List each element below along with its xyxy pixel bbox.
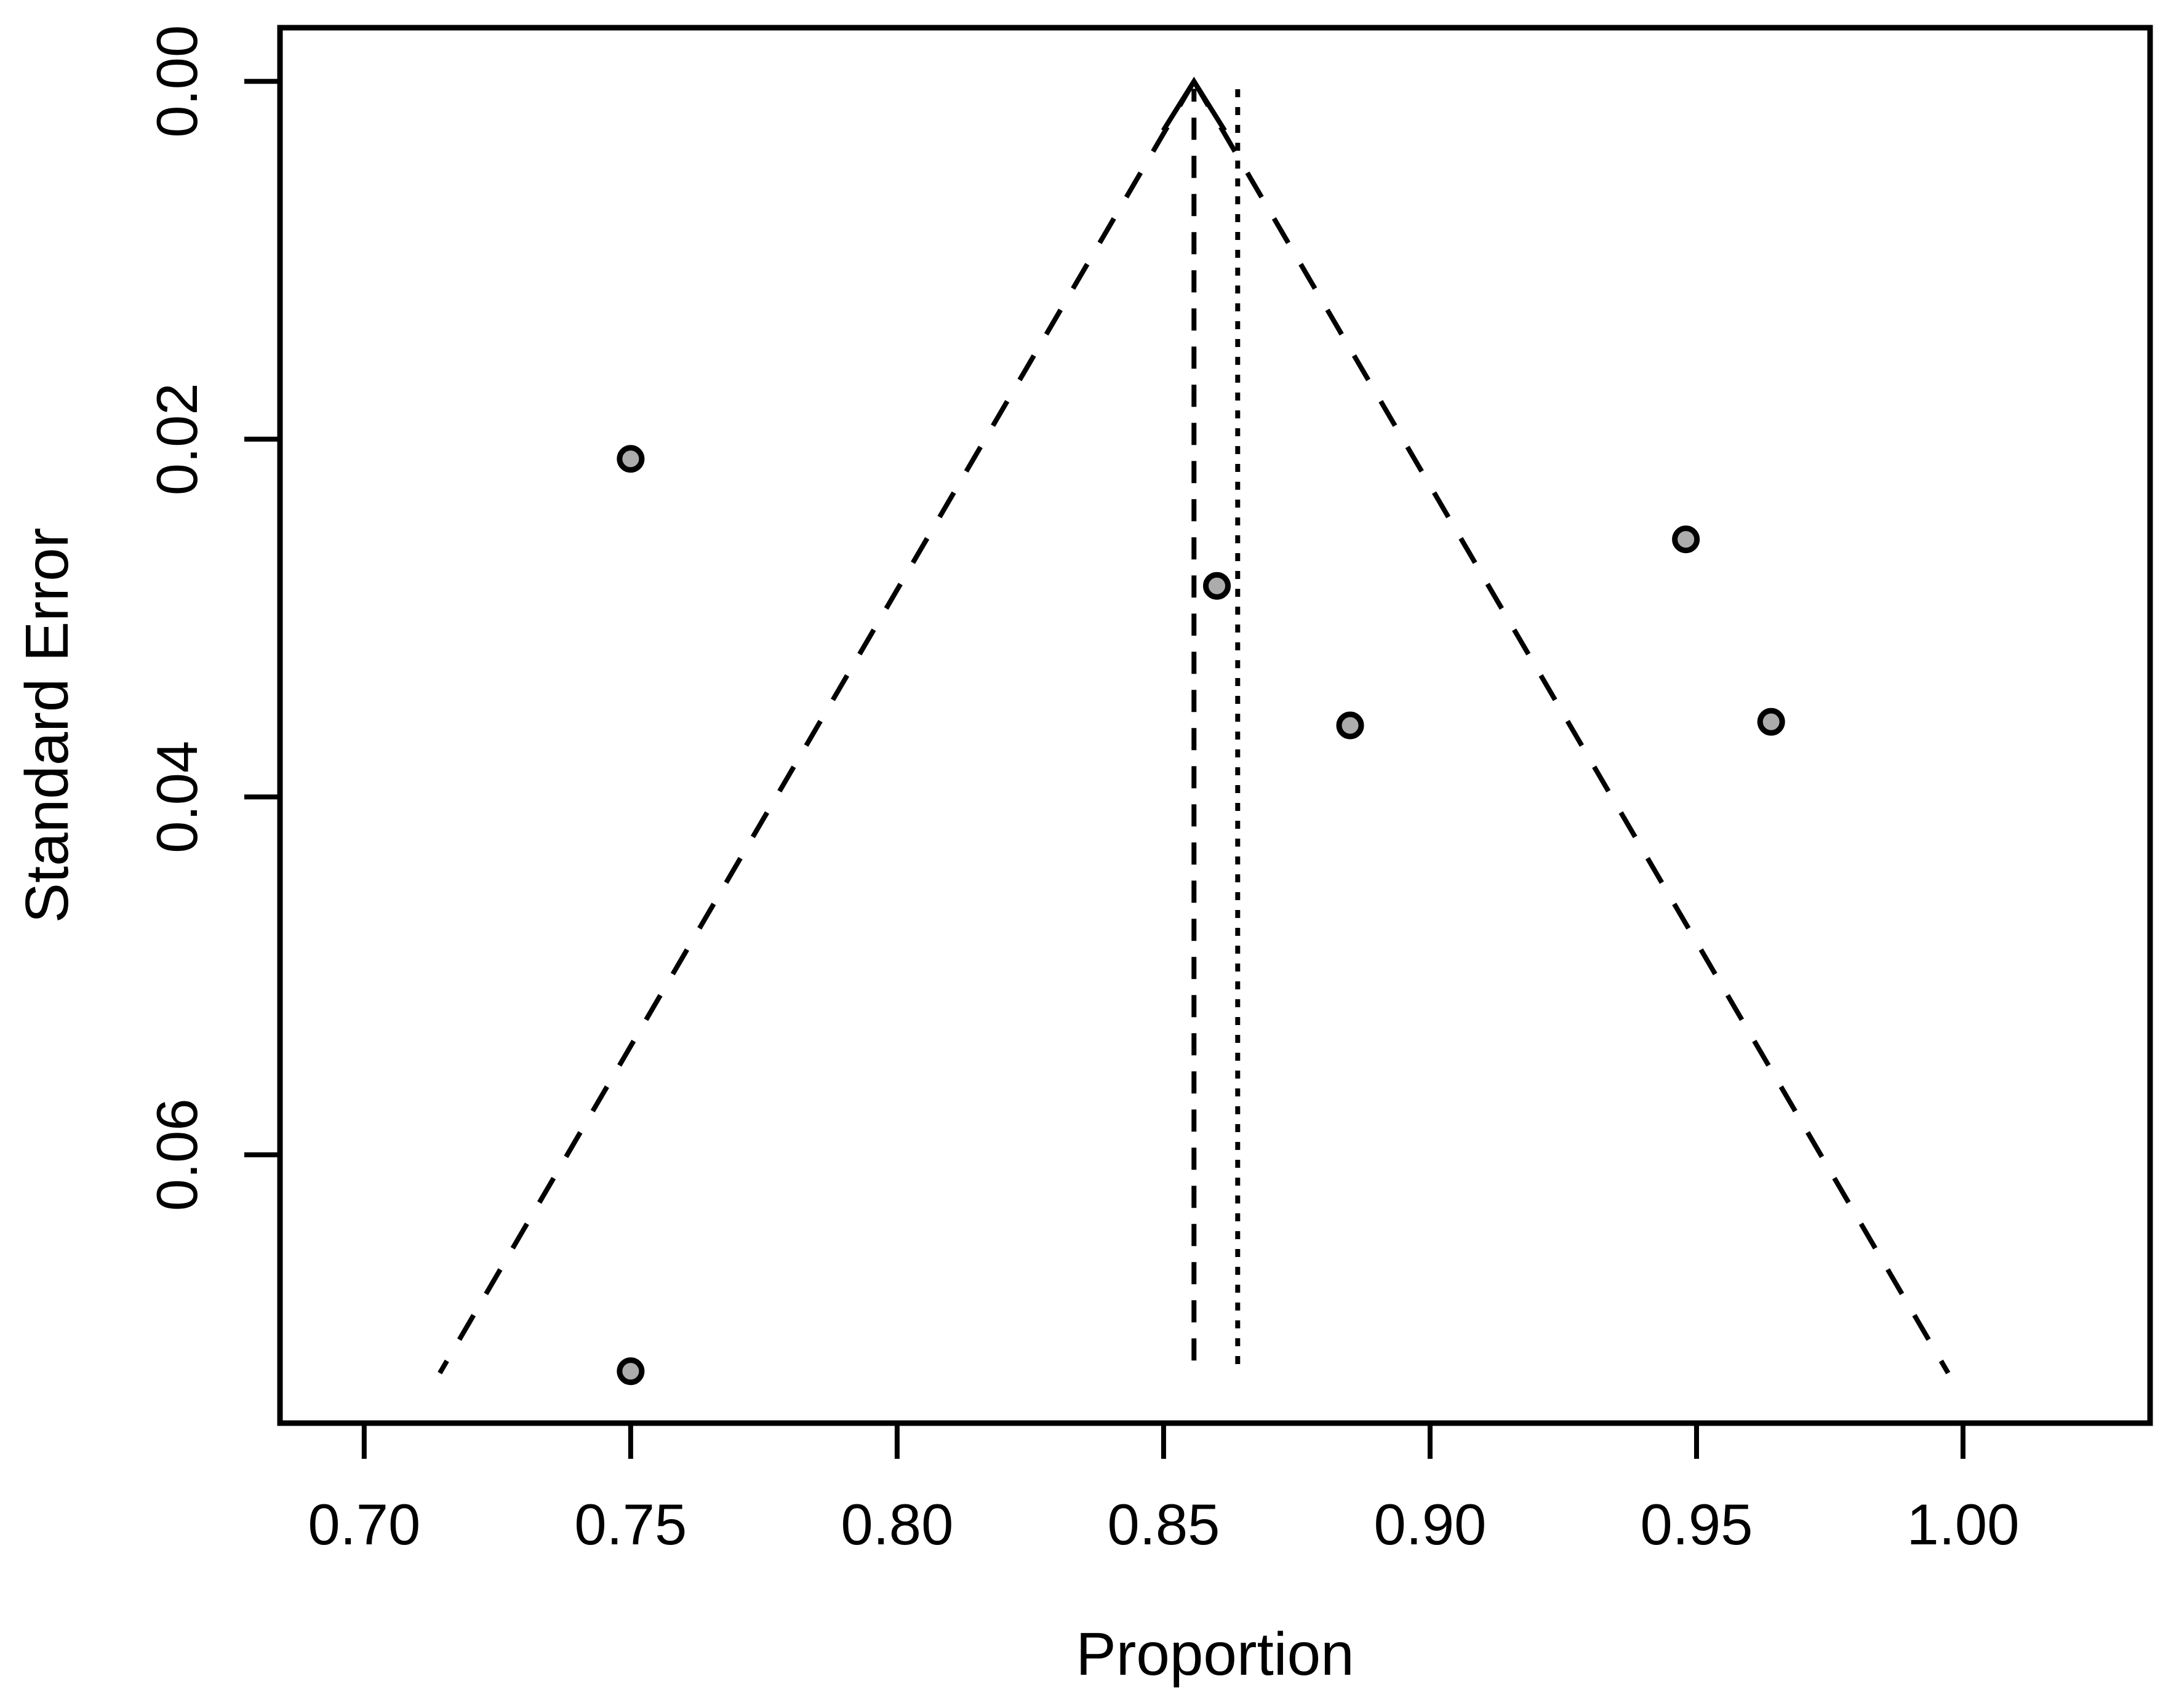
y-axis-tick-label: 0.00 [145, 25, 209, 138]
plot-border [277, 25, 2153, 1426]
x-axis-tick-label: 0.95 [1641, 1492, 1753, 1557]
x-axis-title: Proportion [1076, 1620, 1354, 1688]
y-axis-title: Standard Error [13, 528, 81, 924]
x-axis-tick-label: 0.75 [574, 1492, 687, 1557]
data-point [1203, 572, 1231, 600]
funnel-left-boundary-line [438, 80, 1196, 1375]
x-axis-tick-label: 0.80 [841, 1492, 953, 1557]
estimate-line-arrowhead [1161, 76, 1227, 132]
x-axis-tick-label: 0.90 [1373, 1492, 1486, 1557]
y-axis-tick-label: 0.02 [145, 383, 209, 495]
data-point [617, 1357, 645, 1386]
y-axis-tick-label: 0.04 [145, 741, 209, 853]
data-point [1757, 708, 1785, 736]
y-axis-tick-label: 0.06 [145, 1098, 209, 1211]
x-axis-tick-label: 1.00 [1907, 1492, 2020, 1557]
data-point [1336, 711, 1364, 740]
data-point [617, 445, 645, 473]
funnel-right-boundary-line [1191, 80, 1951, 1375]
x-axis-tick-label: 0.85 [1107, 1492, 1220, 1557]
data-point [1672, 525, 1700, 554]
x-axis-tick-label: 0.70 [308, 1492, 420, 1557]
